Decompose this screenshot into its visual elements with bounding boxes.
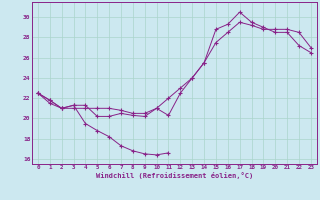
X-axis label: Windchill (Refroidissement éolien,°C): Windchill (Refroidissement éolien,°C) [96,172,253,179]
